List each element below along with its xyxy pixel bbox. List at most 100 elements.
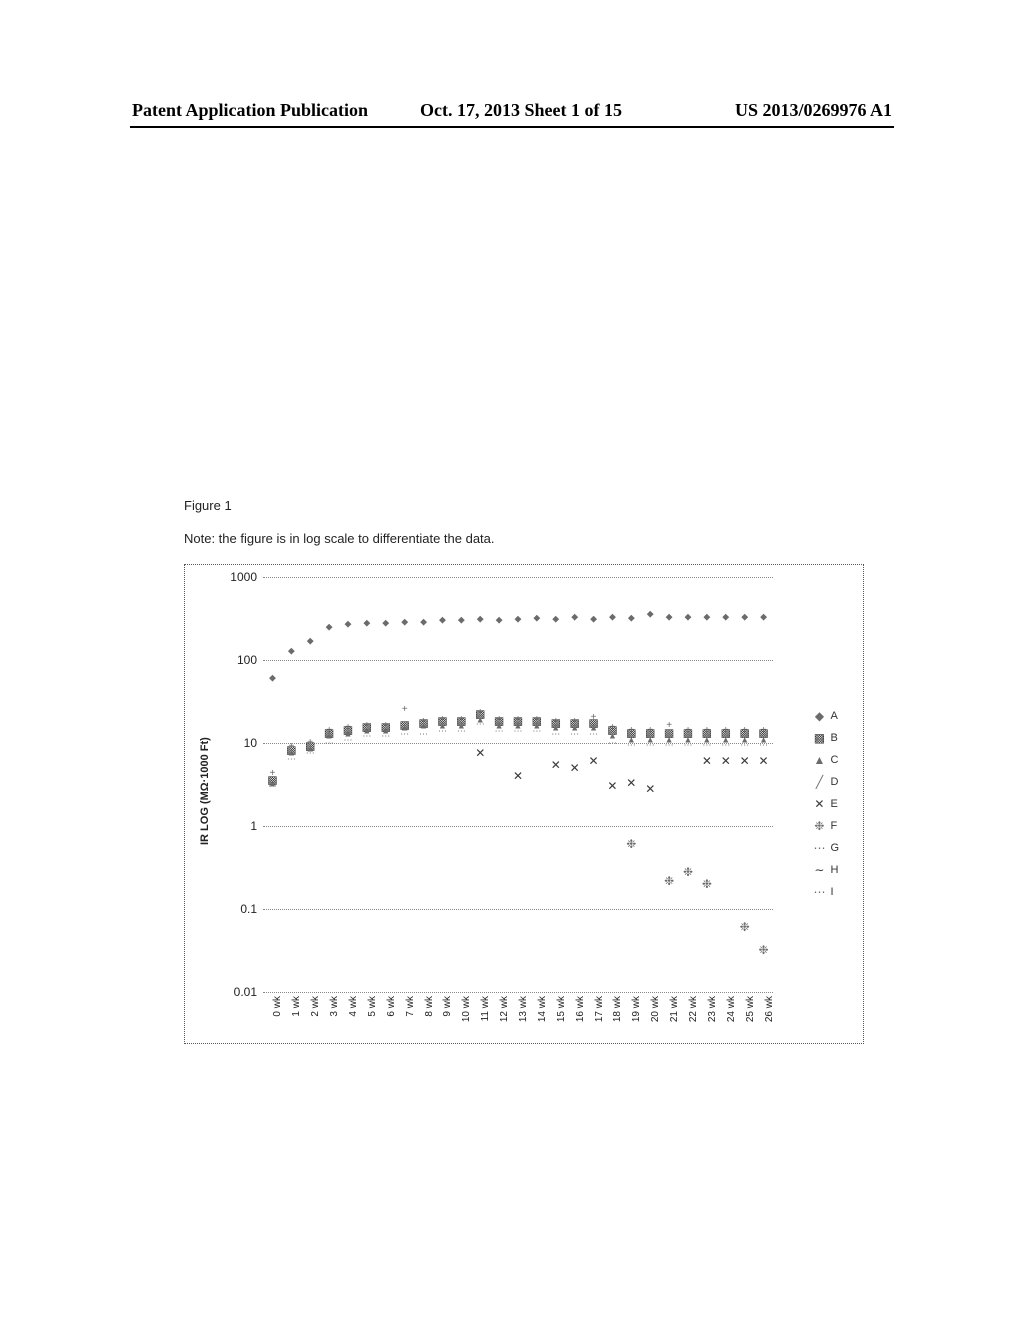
data-point: ⋯ <box>419 729 428 738</box>
data-point: ⋯ <box>740 740 749 749</box>
xtick-label: 2 wk <box>310 996 321 1017</box>
data-point: ▲ <box>457 722 466 731</box>
legend-item: ◆A <box>812 705 839 727</box>
data-point: ◆ <box>628 614 635 623</box>
data-point: ▩ <box>683 728 693 739</box>
data-point: ⋯ <box>589 729 598 738</box>
gridline <box>263 660 773 661</box>
data-point: ◆ <box>552 615 559 624</box>
data-point: ❉ <box>664 875 674 887</box>
gridline <box>263 992 773 993</box>
legend-label: I <box>830 886 833 898</box>
gridline <box>263 743 773 744</box>
data-point: ⋯ <box>457 726 466 735</box>
legend-marker-icon: ▲ <box>812 753 826 767</box>
data-point: + <box>440 715 446 725</box>
data-point: ▲ <box>419 722 428 731</box>
data-point: ▲ <box>589 724 598 733</box>
legend-label: G <box>830 842 839 854</box>
data-point: ✕ <box>513 770 523 782</box>
data-point: ⋯ <box>438 726 447 735</box>
data-point: ✕ <box>702 755 712 767</box>
legend-item: ⋯G <box>812 837 839 859</box>
data-point: + <box>534 715 540 725</box>
plot-area: 10001001010.10.010 wk1 wk2 wk3 wk4 wk5 w… <box>263 577 773 992</box>
ytick-label: 0.1 <box>240 902 257 916</box>
data-point: ✕ <box>721 755 731 767</box>
legend-marker-icon: ⋯ <box>812 841 826 855</box>
data-point: ✕ <box>645 783 655 795</box>
data-point: ✕ <box>570 762 580 774</box>
data-point: ▩ <box>381 723 391 734</box>
ytick-label: 100 <box>237 653 257 667</box>
legend-marker-icon: ⋯ <box>812 885 826 899</box>
ytick-label: 10 <box>244 736 257 750</box>
xtick-label: 18 wk <box>612 996 623 1022</box>
data-point: ▩ <box>456 716 466 727</box>
legend-label: E <box>830 798 837 810</box>
data-point: ⋯ <box>514 726 523 735</box>
data-point: ⋯ <box>400 729 409 738</box>
data-point: ✕ <box>607 780 617 792</box>
legend-marker-icon: ∼ <box>812 863 826 877</box>
xtick-label: 22 wk <box>688 996 699 1022</box>
xtick-label: 26 wk <box>764 996 775 1022</box>
legend-item: ╱D <box>812 771 839 793</box>
data-point: + <box>572 717 578 727</box>
data-point: ◆ <box>477 615 484 624</box>
data-point: ▩ <box>588 718 598 729</box>
data-point: ▩ <box>607 725 617 736</box>
data-point: ◆ <box>741 612 748 621</box>
xtick-label: 9 wk <box>442 996 453 1017</box>
legend-item: ⋯I <box>812 881 839 903</box>
xtick-label: 11 wk <box>480 996 491 1021</box>
data-point: ◆ <box>288 646 295 655</box>
data-point: + <box>723 726 729 736</box>
data-point: ▲ <box>325 732 334 741</box>
data-point: + <box>345 723 351 733</box>
legend-marker-icon: ❉ <box>812 819 826 833</box>
data-point: ▩ <box>494 716 504 727</box>
data-point: ▩ <box>513 716 523 727</box>
data-point: ⋯ <box>381 732 390 741</box>
data-point: ▩ <box>286 746 296 757</box>
data-point: ❉ <box>626 838 636 850</box>
data-point: + <box>364 721 370 731</box>
data-point: ✕ <box>475 747 485 759</box>
xtick-label: 0 wk <box>272 996 283 1017</box>
data-point: + <box>704 726 710 736</box>
data-point: ▩ <box>343 725 353 736</box>
legend-marker-icon: ▩ <box>812 731 826 745</box>
data-point: ◆ <box>571 612 578 621</box>
xtick-label: 14 wk <box>537 996 548 1022</box>
ytick-label: 0.01 <box>234 985 257 999</box>
data-point: ✕ <box>589 755 599 767</box>
legend-item: ✕E <box>812 793 839 815</box>
data-point: ▩ <box>645 728 655 739</box>
data-point: ◆ <box>401 617 408 626</box>
legend-marker-icon: ╱ <box>812 775 826 789</box>
data-point: + <box>628 726 634 736</box>
xtick-label: 1 wk <box>291 996 302 1017</box>
xtick-label: 19 wk <box>631 996 642 1022</box>
figure-title: Figure 1 <box>184 498 864 513</box>
legend-label: C <box>830 754 838 766</box>
data-point: ❉ <box>702 878 712 890</box>
data-point: ◆ <box>760 612 767 621</box>
xtick-label: 15 wk <box>556 996 567 1022</box>
data-point: ▲ <box>532 722 541 731</box>
xtick-label: 21 wk <box>669 996 680 1022</box>
data-point: ◆ <box>458 616 465 625</box>
data-point: + <box>647 726 653 736</box>
data-point: ▩ <box>399 721 409 732</box>
legend-item: ▩B <box>812 727 839 749</box>
data-point: ▲ <box>438 722 447 731</box>
data-point: ◆ <box>647 609 654 618</box>
data-point: + <box>421 717 427 727</box>
data-point: ▲ <box>306 744 315 753</box>
data-point: ▲ <box>344 729 353 738</box>
data-point: ⋯ <box>532 726 541 735</box>
data-point: + <box>458 715 464 725</box>
data-point: ❉ <box>683 866 693 878</box>
data-point: ▲ <box>381 726 390 735</box>
